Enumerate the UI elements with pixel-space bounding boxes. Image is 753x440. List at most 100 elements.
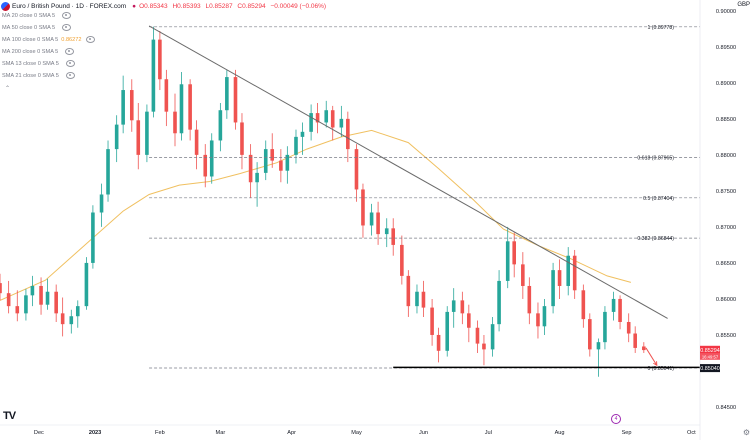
candle-body	[551, 270, 555, 307]
indicator-ma200[interactable]: MA 200 close 0 SMA 5	[2, 48, 75, 55]
candle	[542, 298, 547, 335]
candle	[151, 26, 156, 118]
eye-icon[interactable]	[65, 60, 75, 67]
candle-body	[618, 298, 622, 322]
fib-level-label: 0 (0.85041)	[647, 366, 674, 372]
plot-background	[0, 0, 700, 440]
candle	[391, 218, 396, 256]
candle-body	[421, 291, 426, 308]
candle-body	[346, 118, 350, 150]
candle	[633, 326, 637, 353]
candle	[60, 297, 65, 337]
price-tick-label: 0.85500	[716, 333, 736, 339]
candle	[527, 277, 532, 325]
tradingview-logo[interactable]: TV	[3, 410, 16, 422]
symbol-flag-icon	[1, 1, 10, 11]
candle	[354, 144, 359, 202]
candle	[129, 79, 134, 132]
price-axis[interactable]: 0.90000 0.89500 0.89000 0.88500 0.88000 0.875…	[699, 0, 736, 440]
eye-icon[interactable]	[62, 24, 72, 31]
time-axis[interactable]: Dec 2023 Feb Mar Apr May Jun Jul Aug Sep Oct	[0, 424, 700, 436]
ohlc-high: H0.85393	[172, 2, 201, 10]
candle	[15, 290, 20, 322]
settings-gear-icon[interactable]: ⚙	[742, 428, 750, 437]
candle-body	[482, 343, 486, 350]
price-tick-label: 0.86500	[716, 261, 736, 267]
time-tick-label: Sep	[622, 430, 632, 436]
drawings-layer[interactable]	[148, 25, 700, 369]
candle-body	[581, 290, 586, 320]
fib-level-label: 0.5 (0.87404)	[643, 196, 674, 202]
time-tick-label: Mar	[216, 430, 226, 436]
candle-body	[512, 241, 516, 265]
eye-icon[interactable]	[62, 12, 72, 19]
countdown-badge	[700, 353, 720, 360]
candle	[188, 79, 192, 141]
collapse-legend-icon[interactable]: ⌃	[5, 86, 11, 92]
candle-body	[203, 154, 208, 177]
candle-body	[315, 113, 320, 123]
time-tick-label: Apr	[287, 430, 296, 436]
indicator-sma13[interactable]: SMA 13 close 0 SMA 5	[2, 60, 75, 67]
candle-body	[521, 264, 525, 286]
candle-body	[233, 77, 238, 123]
candle	[255, 162, 259, 207]
candle-body	[91, 212, 95, 263]
candle	[203, 144, 208, 188]
indicator-ma50[interactable]: MA 50 close 0 SMA 5	[2, 24, 72, 31]
candle-body	[490, 324, 495, 350]
eye-icon[interactable]	[65, 72, 75, 79]
candle	[315, 103, 320, 134]
candle-body	[39, 285, 43, 305]
candle-body	[430, 307, 434, 335]
candle	[285, 146, 290, 184]
eye-icon[interactable]	[65, 48, 75, 55]
candle-body	[129, 90, 134, 121]
candles-layer[interactable]	[0, 26, 646, 377]
ohlc-values: O0.85343 H0.85393 L0.85287 C0.85294 −0.0…	[139, 3, 329, 10]
candle	[30, 275, 35, 307]
candle	[91, 205, 95, 269]
ohlc-low: L0.85287	[205, 2, 233, 10]
candle	[430, 298, 434, 346]
event-marker-icon[interactable]: 4	[611, 414, 621, 424]
candle	[536, 302, 540, 339]
candle-body	[209, 140, 214, 177]
candle	[225, 69, 229, 119]
candle-body	[84, 262, 89, 307]
time-tick-label: Oct	[687, 430, 696, 436]
candle	[270, 133, 275, 168]
symbol-title[interactable]: Euro / British Pound · 1D · FOREX.com	[12, 2, 127, 10]
candle	[45, 278, 50, 310]
currency-label[interactable]: GBP	[737, 2, 750, 8]
indicator-ma100[interactable]: MA 100 close 0 SMA 5 0.86272	[2, 36, 95, 43]
current-price-label: 0.85294	[700, 348, 720, 354]
indicator-sma21[interactable]: SMA 21 close 0 SMA 5	[2, 72, 75, 79]
candle-body	[415, 291, 419, 307]
candle	[436, 327, 441, 363]
support-price-label: 0.85040	[700, 366, 720, 372]
eye-icon[interactable]	[85, 36, 95, 43]
candle	[460, 291, 465, 325]
price-tick-label: 0.89500	[716, 45, 736, 51]
candle	[376, 201, 380, 245]
candle-body	[354, 149, 359, 190]
candle-body	[294, 136, 298, 155]
candle-body	[75, 306, 80, 317]
candle	[415, 284, 419, 314]
candle	[339, 105, 344, 137]
candle	[248, 144, 253, 199]
candle	[512, 232, 516, 278]
candle	[194, 120, 199, 170]
candle-body	[557, 270, 562, 286]
candle-body	[436, 334, 441, 351]
candle	[263, 140, 268, 181]
time-tick-label: Feb	[155, 430, 165, 436]
candle	[69, 309, 74, 334]
candle-body	[270, 149, 275, 161]
candle	[106, 140, 110, 202]
indicator-ma20[interactable]: MA 20 close 0 SMA 5	[2, 12, 72, 19]
candle-body	[572, 255, 577, 291]
candle-body	[527, 285, 532, 314]
